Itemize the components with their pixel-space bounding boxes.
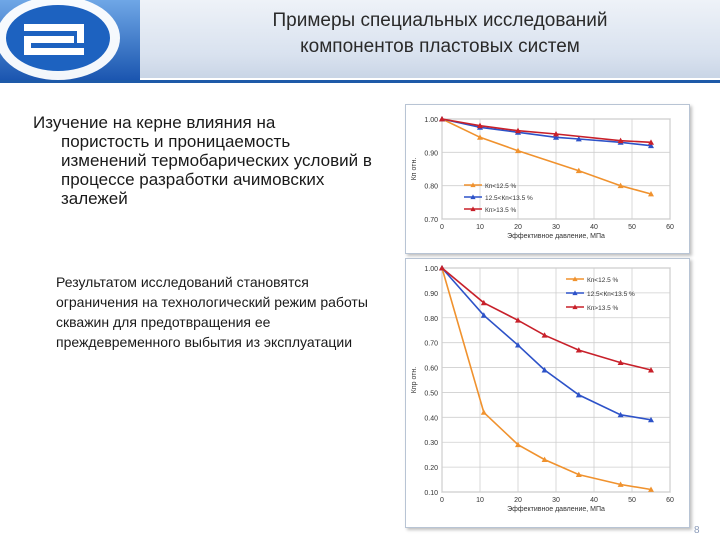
porosity-chart: 0.70 0.80 0.90 1.00 0 10 20 30 40 50 60 Эффективное…: [411, 116, 674, 240]
data-point: [648, 416, 654, 423]
main-heading-text: Изучение на керне влияния на пористость …: [33, 113, 373, 208]
permeability-chart-frame: 0.10 0.20 0.30 0.40 0.50 0.60 0.70 0.80 0.90 1.00…: [405, 258, 690, 528]
data-point: [617, 182, 624, 189]
legend-marker: [572, 290, 578, 296]
page-title: Примеры специальных исследований компоне…: [160, 8, 720, 60]
y-tick-label: 0.90: [424, 291, 438, 298]
x-tick-label: 0: [440, 224, 444, 231]
x-tick-label: 10: [476, 497, 484, 504]
legend-marker: [470, 182, 476, 188]
data-point: [515, 147, 521, 154]
data-point: [439, 116, 445, 122]
data-point: [617, 359, 624, 365]
data-point: [480, 299, 487, 306]
data-point: [575, 471, 582, 477]
x-tick-label: 60: [666, 497, 674, 504]
data-point: [477, 134, 483, 140]
data-point: [480, 312, 487, 318]
data-point: [515, 441, 521, 448]
data-point: [515, 127, 521, 134]
x-tick-label: 20: [514, 224, 522, 231]
y-tick-label: 0.90: [424, 150, 438, 157]
heading-first-line: Изучение на керне влияния на: [33, 113, 276, 132]
data-point: [541, 456, 548, 463]
x-tick-label: 0: [440, 497, 444, 504]
y-tick-label: 0.50: [424, 390, 438, 397]
y-tick-label: 0.10: [424, 490, 438, 497]
result-text: Результатом исследований становятся огра…: [56, 274, 368, 350]
legend-label: Кп<12.5 %: [587, 277, 619, 284]
x-tick-label: 40: [590, 497, 598, 504]
page-number: 8: [694, 525, 700, 536]
data-point: [648, 191, 654, 197]
data-point: [648, 142, 654, 149]
y-tick-label: 0.70: [424, 217, 438, 224]
legend-marker: [470, 206, 476, 212]
y-axis-label: Кп отн.: [411, 158, 418, 181]
data-point: [575, 391, 582, 398]
series-line: [441, 118, 652, 144]
data-point: [477, 122, 483, 129]
legend-label: Кп>13.5 %: [485, 207, 517, 214]
x-tick-label: 30: [552, 497, 560, 504]
y-tick-label: 0.70: [424, 341, 438, 348]
porosity-chart-frame: 0.70 0.80 0.90 1.00 0 10 20 30 40 50 60 Эффективное…: [405, 104, 690, 254]
data-point: [617, 481, 624, 487]
series-line: [441, 118, 652, 195]
legend-label: 12.5<Кп<13.5 %: [587, 291, 635, 298]
heading-rest-lines: пористость и проницаемость изменений тер…: [61, 132, 372, 208]
permeability-chart: 0.10 0.20 0.30 0.40 0.50 0.60 0.70 0.80 0.90 1.00…: [411, 265, 674, 513]
data-point: [480, 409, 487, 415]
title-line-1: Примеры специальных исследований: [272, 10, 608, 31]
y-tick-label: 0.40: [424, 415, 438, 422]
x-tick-label: 40: [590, 224, 598, 231]
header-divider: [0, 80, 720, 83]
data-point: [617, 411, 624, 418]
y-axis-label: Кпр отн.: [411, 367, 418, 394]
x-axis-label: Эффективное давление, МПа: [507, 506, 605, 513]
legend-marker: [572, 276, 578, 282]
y-tick-label: 0.80: [424, 184, 438, 191]
data-point: [515, 342, 521, 348]
data-point: [541, 332, 548, 338]
data-point: [617, 137, 624, 144]
data-point: [541, 367, 548, 373]
data-point: [575, 167, 582, 174]
x-tick-label: 20: [514, 497, 522, 504]
legend-label: Кп>13.5 %: [587, 305, 619, 312]
x-tick-label: 60: [666, 224, 674, 231]
legend-label: Кп<12.5 %: [485, 183, 517, 190]
x-tick-label: 10: [476, 224, 484, 231]
legend-label: 12.5<Кп<13.5 %: [485, 195, 533, 202]
data-point: [515, 317, 521, 323]
y-tick-label: 1.00: [424, 117, 438, 124]
y-tick-label: 1.00: [424, 266, 438, 273]
company-logo: [0, 0, 140, 80]
data-point: [553, 134, 559, 140]
x-tick-label: 50: [628, 497, 636, 504]
y-tick-label: 0.30: [424, 440, 438, 447]
data-point: [439, 265, 445, 271]
data-point: [575, 136, 582, 142]
legend-marker: [470, 194, 476, 200]
x-tick-label: 30: [552, 224, 560, 231]
title-line-2: компонентов пластовых систем: [300, 36, 580, 57]
x-axis-label: Эффективное давление, МПа: [507, 233, 605, 240]
data-point: [648, 139, 654, 145]
y-tick-label: 0.80: [424, 316, 438, 323]
x-tick-label: 50: [628, 224, 636, 231]
data-point: [575, 347, 582, 353]
y-tick-label: 0.20: [424, 465, 438, 472]
data-point: [553, 131, 559, 137]
data-point: [648, 486, 654, 492]
y-tick-label: 0.60: [424, 366, 438, 373]
data-point: [648, 367, 654, 373]
legend-marker: [572, 304, 578, 310]
